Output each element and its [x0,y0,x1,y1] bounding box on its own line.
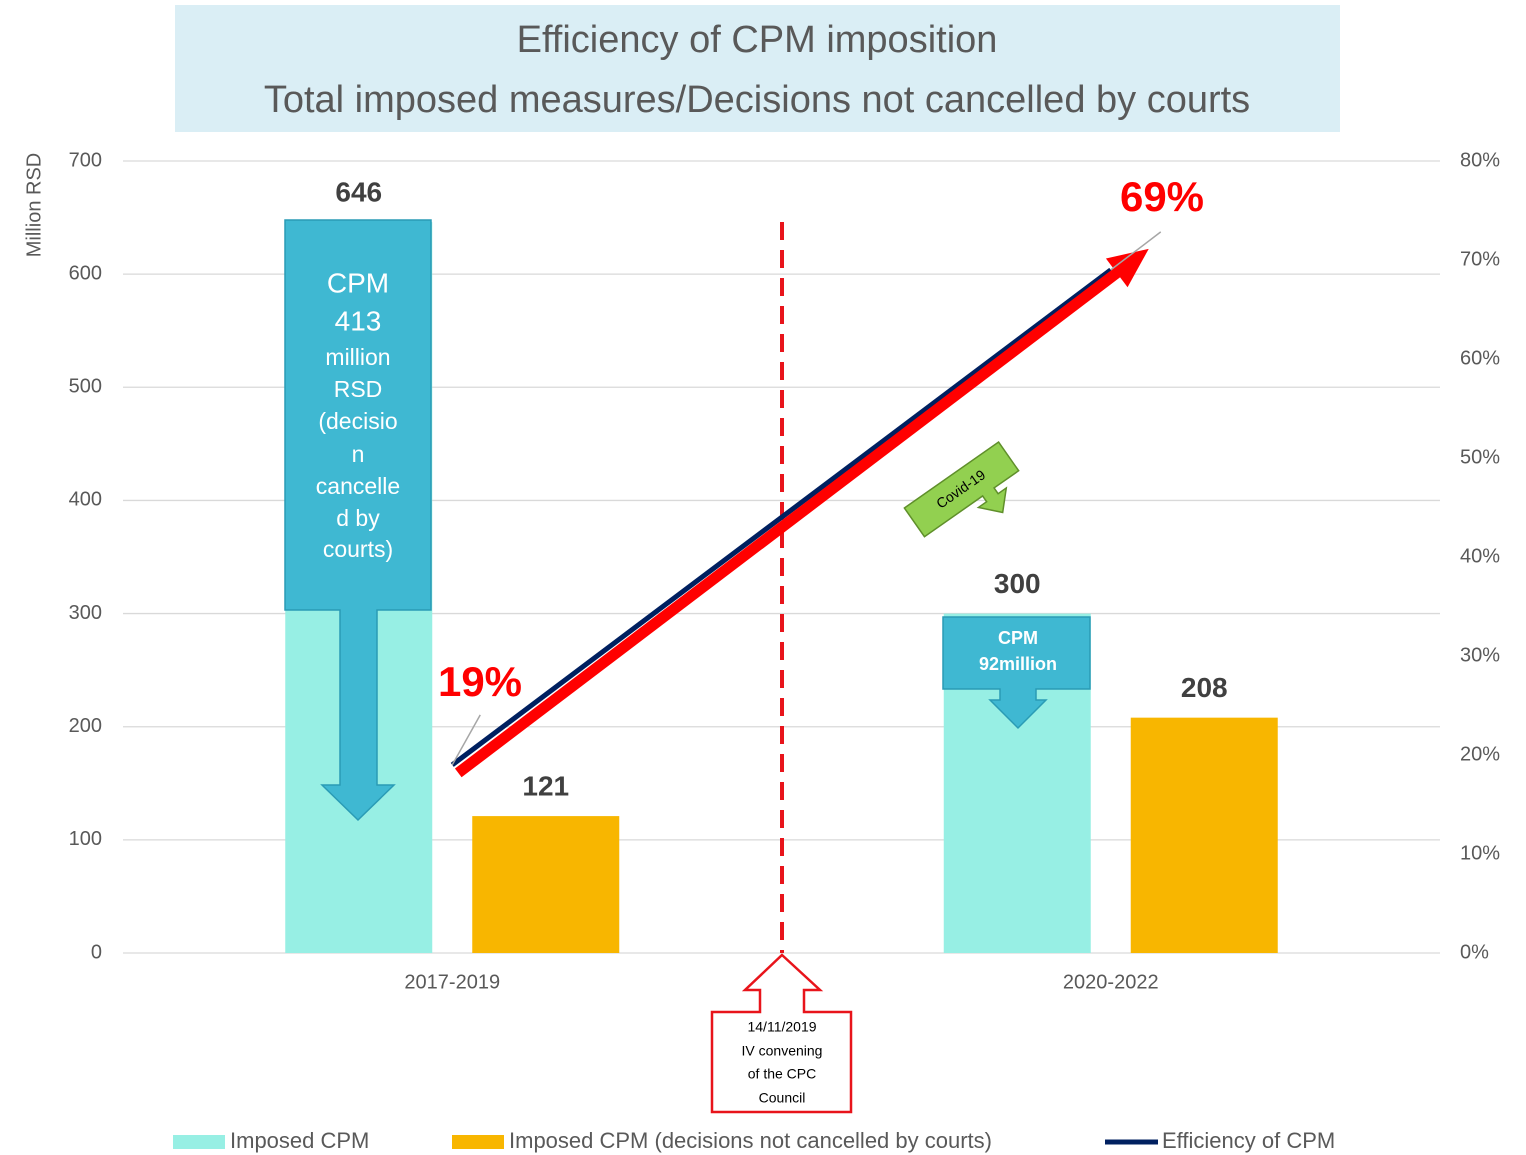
bar [1130,717,1278,953]
callout-text: d by [336,505,380,531]
label-leader [1110,231,1162,271]
legend-swatch [452,1135,504,1149]
data-label: 646 [335,176,382,207]
y-tick-label: 0 [91,941,102,963]
data-label: 208 [1181,672,1228,703]
y-axis-label: Million RSD [23,153,45,257]
y2-tick-label: 80% [1460,149,1500,171]
callout-text: courts) [323,536,393,562]
y2-tick-label: 70% [1460,248,1500,270]
callout-text: 413 [335,305,382,336]
y2-tick-label: 60% [1460,347,1500,369]
callout-text: cancelle [316,473,400,499]
label-leader [451,714,481,766]
legend-label: Imposed CPM [230,1128,369,1153]
data-label: 19% [438,658,522,705]
covid-callout: Covid-19 [903,441,1020,538]
callout-text: CPM [998,628,1038,648]
y-tick-label: 200 [69,715,102,737]
event-text: IV convening [742,1043,823,1059]
event-text: 14/11/2019 [747,1019,816,1035]
y2-tick-label: 40% [1460,545,1500,567]
data-label: 300 [994,568,1041,599]
title-box [175,5,1340,132]
event-arrow [710,953,853,1114]
callout-arrow [284,219,432,822]
callout-text: RSD [334,376,383,402]
y2-tick-label: 0% [1460,941,1489,963]
legend-label: Imposed CPM (decisions not cancelled by … [509,1128,992,1153]
callout-text: (decisio [318,408,397,434]
bar [472,816,620,953]
y2-tick-label: 50% [1460,446,1500,468]
y-tick-label: 700 [69,149,102,171]
chart-subtitle: Total imposed measures/Decisions not can… [264,79,1250,121]
legend-label: Efficiency of CPM [1162,1128,1335,1153]
y2-tick-label: 10% [1460,842,1500,864]
y-tick-label: 100 [69,828,102,850]
event-text: of the CPC [748,1066,816,1082]
callout-text: n [352,441,365,467]
line [450,267,1113,767]
callout-text: 92million [979,654,1057,674]
callout-text: CPM [327,267,389,298]
highlight-arrow [454,262,1129,778]
data-label: 69% [1120,173,1204,220]
highlight-arrowhead [1105,248,1149,288]
callout-text: million [325,344,390,370]
callout-arrow [942,616,1091,730]
x-tick-label: 2020-2022 [1063,971,1159,993]
y-tick-label: 300 [69,602,102,624]
chart-title: Efficiency of CPM imposition [517,19,998,61]
legend-swatch [173,1135,225,1149]
y-tick-label: 400 [69,489,102,511]
y-tick-label: 500 [69,376,102,398]
y2-tick-label: 30% [1460,644,1500,666]
data-label: 121 [522,770,569,801]
y-tick-label: 600 [69,262,102,284]
covid-arrow [903,441,1020,538]
x-tick-label: 2017-2019 [404,971,500,993]
event-text: Council [759,1090,806,1106]
y2-tick-label: 20% [1460,743,1500,765]
